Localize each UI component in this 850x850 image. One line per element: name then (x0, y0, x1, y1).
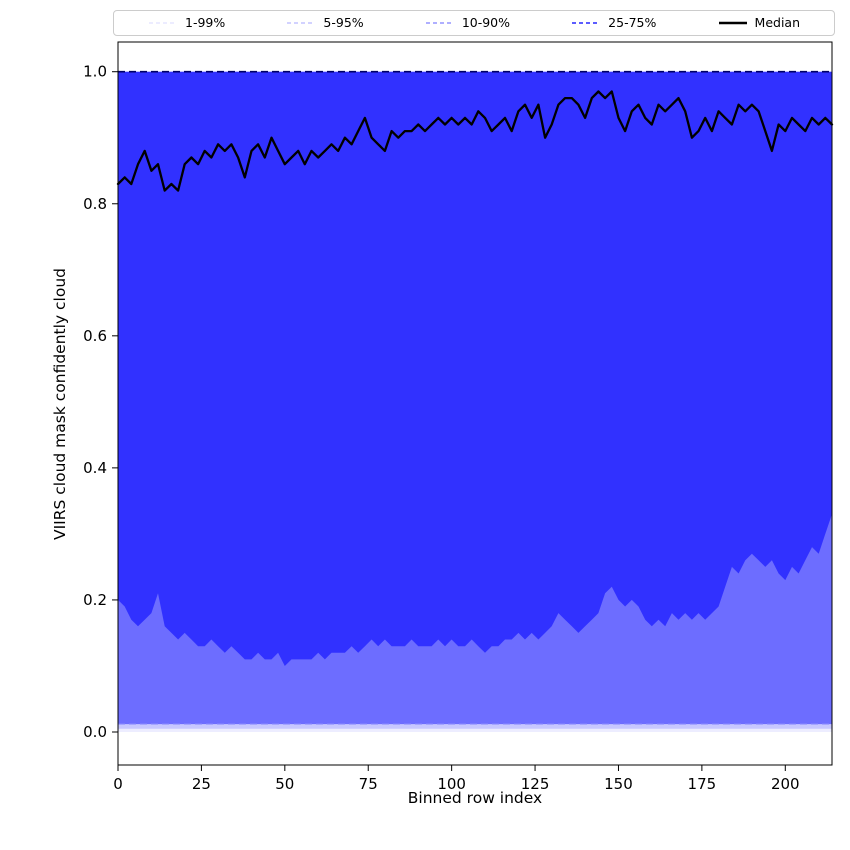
legend-line-25-75-icon (572, 22, 601, 24)
legend-item-10-90: 10-90% (425, 14, 511, 30)
y-tick-label: 0.4 (83, 459, 107, 477)
y-tick-label: 0.0 (83, 723, 107, 741)
y-tick-label: 1.0 (83, 63, 107, 81)
band-25-75 (118, 71, 832, 666)
legend-line-10-90-icon (425, 22, 454, 24)
x-tick-label: 150 (604, 775, 633, 793)
legend-label-5-95: 5-95% (323, 14, 364, 30)
x-axis-label: Binned row index (407, 789, 543, 807)
legend-item-median: Median (718, 14, 800, 30)
legend: 1-99% 5-95% 10-90% 25-75% Median (113, 10, 835, 36)
legend-label-25-75: 25-75% (608, 14, 657, 30)
x-tick-label: 125 (521, 775, 550, 793)
legend-label-median: Median (754, 14, 800, 30)
x-tick-label: 0 (113, 775, 123, 793)
legend-line-median-icon (718, 21, 747, 25)
x-tick-label: 200 (771, 775, 800, 793)
y-tick-label: 0.2 (83, 591, 107, 609)
median-line (116, 90, 834, 192)
legend-label-1-99: 1-99% (185, 14, 226, 30)
legend-line-5-95-icon (287, 22, 316, 24)
legend-item-1-99: 1-99% (148, 14, 226, 30)
x-tick-label: 25 (192, 775, 211, 793)
y-tick-label: 0.8 (83, 195, 107, 213)
y-tick-label: 0.6 (83, 327, 107, 345)
x-tick-label: 75 (359, 775, 378, 793)
y-axis-label: VIIRS cloud mask confidently cloud (51, 267, 69, 541)
axes-spines (117, 41, 833, 766)
x-tick-label: 175 (688, 775, 717, 793)
x-tick-label: 50 (275, 775, 294, 793)
legend-item-5-95: 5-95% (286, 14, 364, 30)
x-tick-label: 100 (437, 775, 466, 793)
legend-line-1-99-icon (149, 22, 177, 24)
legend-label-10-90: 10-90% (461, 14, 511, 30)
legend-item-25-75: 25-75% (571, 14, 657, 30)
